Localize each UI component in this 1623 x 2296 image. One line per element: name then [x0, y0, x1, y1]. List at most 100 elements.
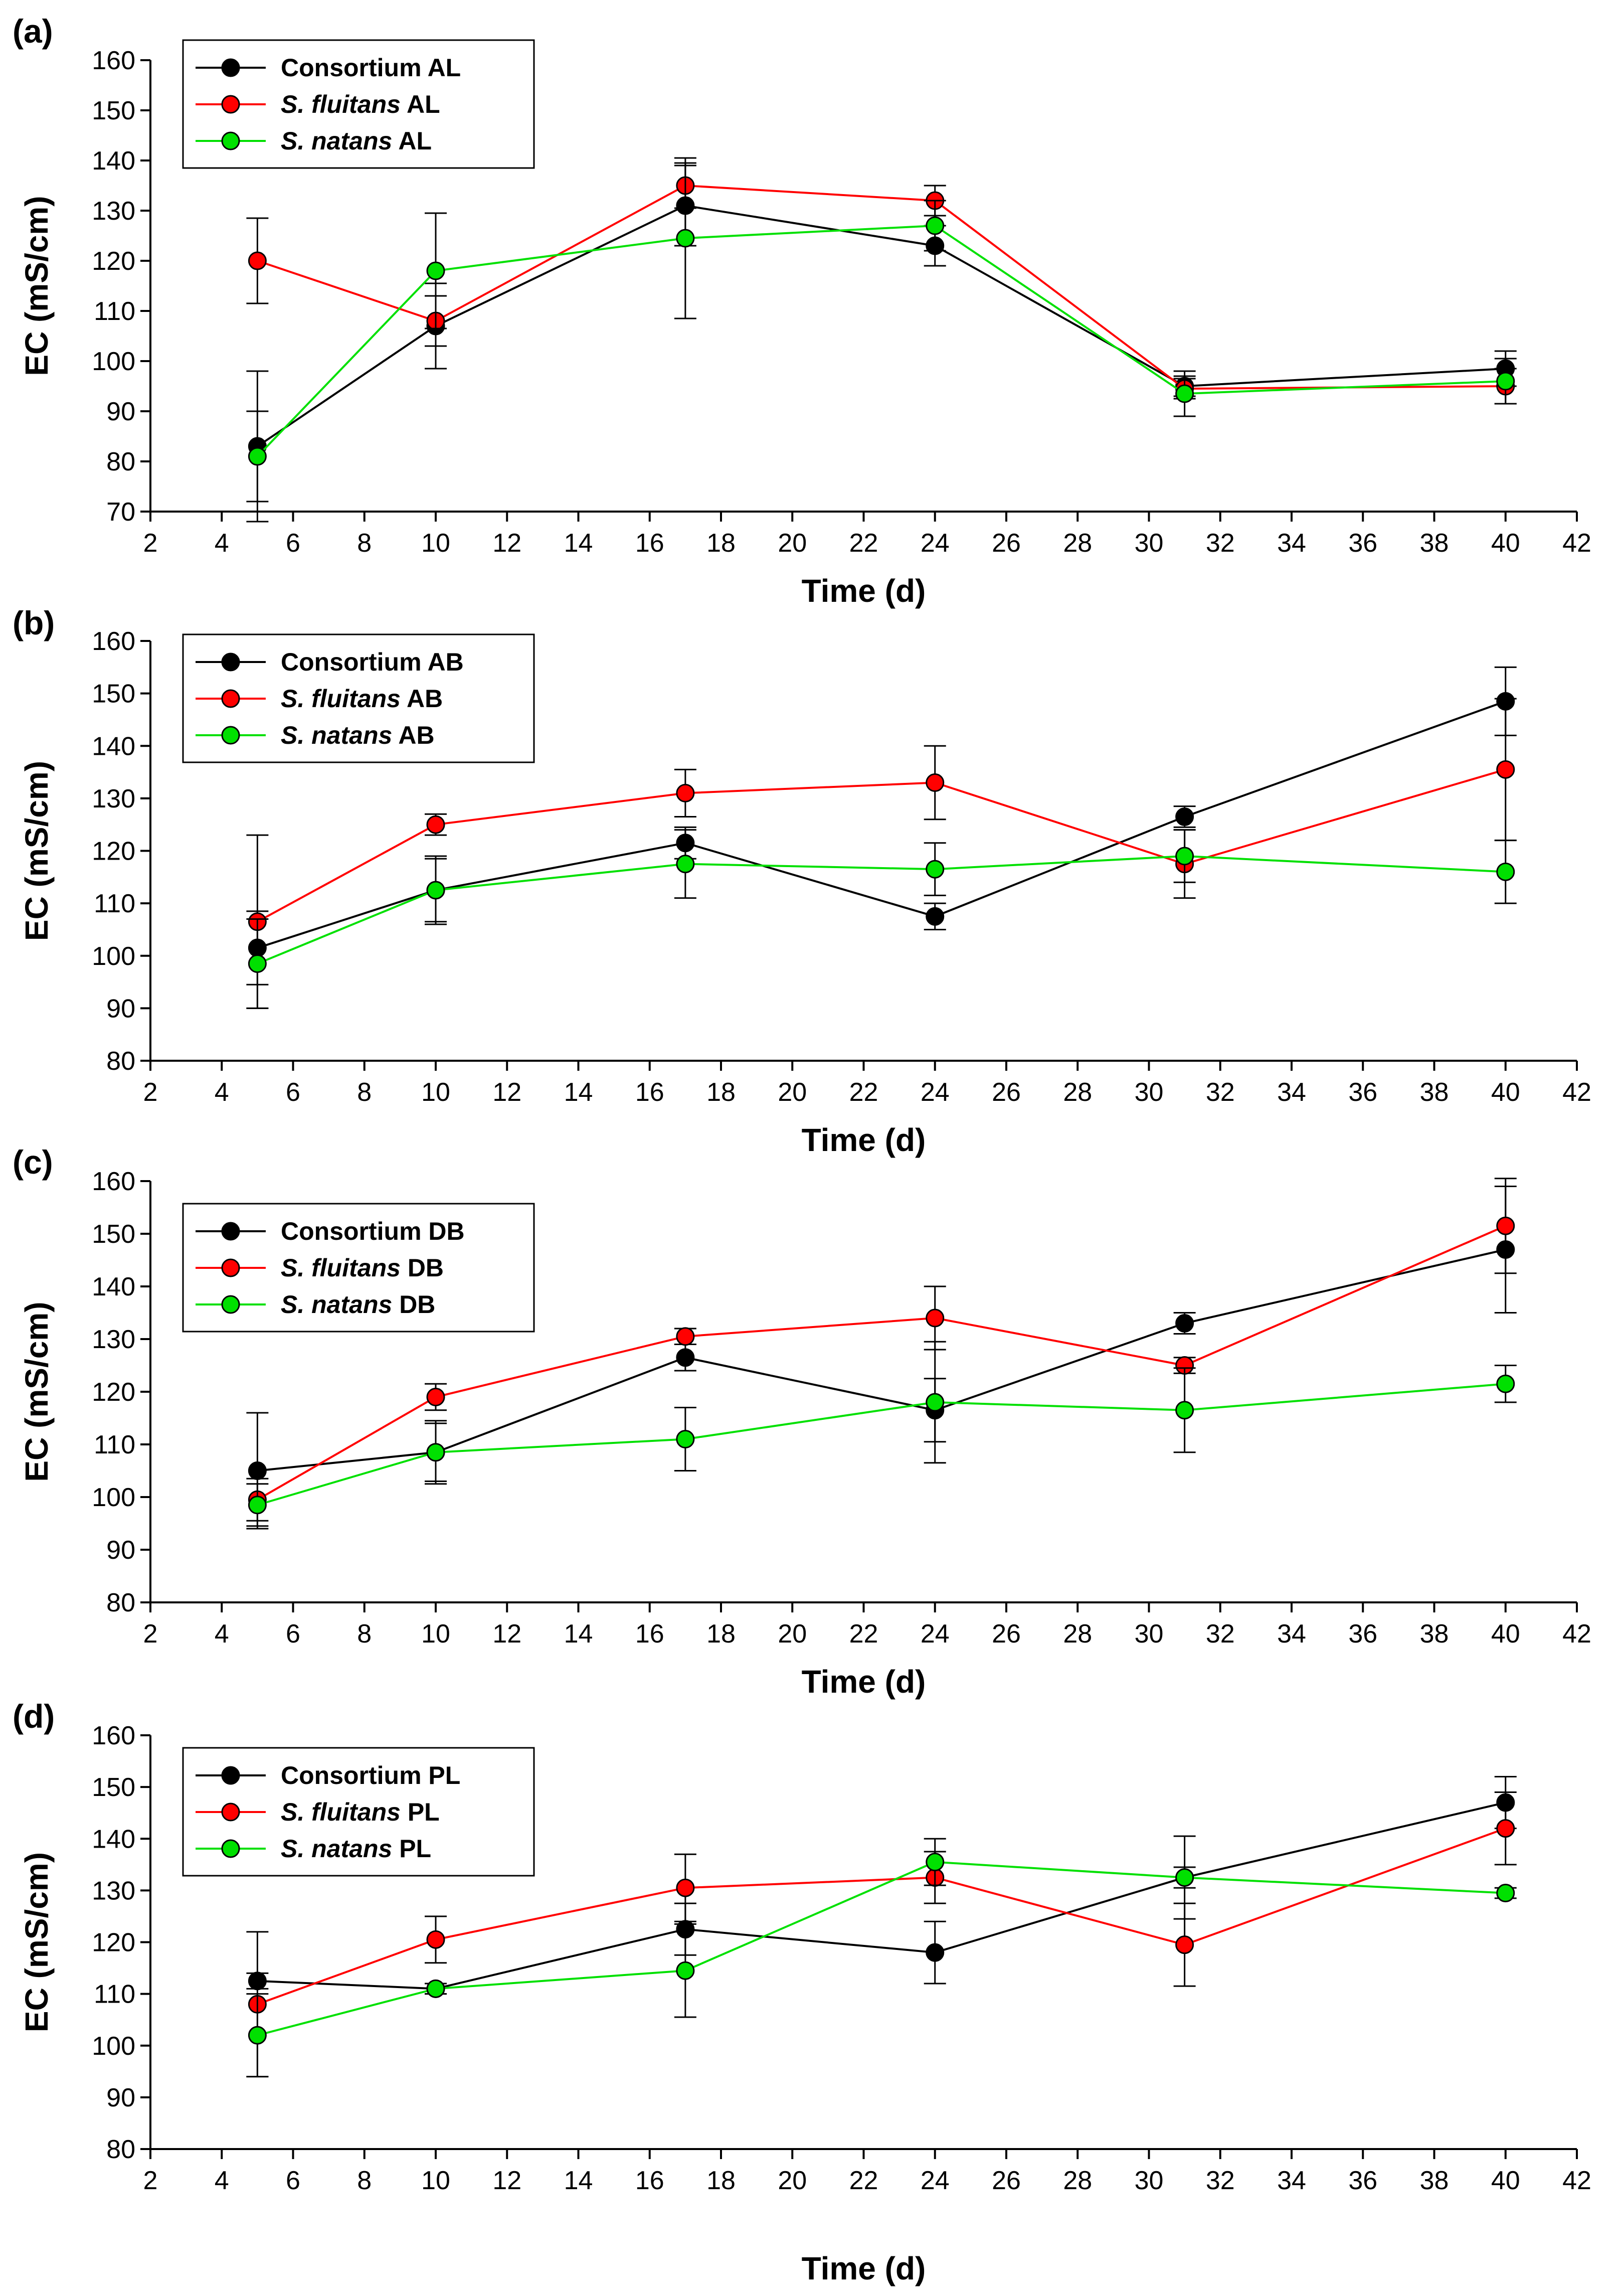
data-point [676, 855, 695, 874]
x-tick-label: 28 [1063, 2166, 1092, 2195]
legend-label-text: PL [401, 1798, 440, 1826]
data-point [248, 447, 267, 466]
x-tick-label: 38 [1420, 2166, 1449, 2195]
x-tick-label: 14 [564, 1619, 593, 1649]
x-tick-label: 4 [215, 2166, 229, 2195]
data-point [926, 1393, 945, 1412]
x-tick-label: 28 [1063, 1078, 1092, 1107]
y-tick-label: 150 [92, 1220, 135, 1249]
data-point [1496, 372, 1515, 391]
legend-label: S. natans AB [281, 721, 435, 749]
legend-label: Consortium DB [281, 1217, 465, 1245]
x-tick-label: 20 [778, 2166, 807, 2195]
data-point [676, 783, 695, 802]
legend-label: S. natans AL [281, 127, 432, 155]
x-tick-label: 14 [564, 529, 593, 558]
x-tick-label: 34 [1277, 1619, 1306, 1649]
x-axis-title: Time (d) [802, 1664, 926, 1700]
y-tick-label: 120 [92, 1378, 135, 1407]
x-tick-label: 4 [215, 1078, 229, 1107]
x-axis-title: Time (d) [802, 573, 926, 609]
x-tick-label: 20 [778, 1078, 807, 1107]
x-tick-label: 40 [1491, 529, 1520, 558]
x-tick-label: 18 [706, 1078, 736, 1107]
x-tick-label: 22 [849, 1078, 878, 1107]
x-tick-label: 30 [1135, 1619, 1164, 1649]
data-point [676, 229, 695, 248]
legend-label: S. fluitans DB [281, 1254, 444, 1282]
legend-label-text: DB [401, 1254, 444, 1282]
legend-label: Consortium PL [281, 1761, 460, 1789]
legend-marker [221, 58, 240, 77]
legend-label-text: AL [392, 127, 432, 155]
data-point [1175, 1868, 1194, 1887]
x-tick-label: 18 [706, 1619, 736, 1649]
data-point [1175, 1314, 1194, 1333]
y-tick-label: 80 [106, 1588, 135, 1617]
y-tick-label: 130 [92, 1325, 135, 1354]
y-tick-label: 80 [106, 2135, 135, 2164]
panel-label: (d) [13, 1698, 55, 1735]
y-tick-label: 100 [92, 2032, 135, 2061]
series-line [257, 768, 1506, 923]
data-point [426, 1443, 445, 1462]
x-tick-label: 22 [849, 529, 878, 558]
legend-marker [221, 1222, 240, 1241]
data-point [426, 1930, 445, 1949]
x-tick-label: 6 [286, 1078, 300, 1107]
data-point [426, 815, 445, 834]
x-tick-label: 42 [1562, 1619, 1591, 1649]
x-tick-label: 4 [215, 1619, 229, 1649]
legend-label-italic: S. fluitans [281, 1798, 401, 1826]
legend-label: S. fluitans PL [281, 1798, 440, 1826]
data-point [1175, 384, 1194, 403]
legend-marker [221, 1258, 240, 1277]
legend-label-italic: S. fluitans [281, 90, 401, 118]
x-tick-label: 10 [421, 2166, 450, 2195]
data-point [1175, 1401, 1194, 1420]
y-tick-label: 160 [92, 627, 135, 656]
legend-marker [221, 131, 240, 150]
x-tick-label: 8 [357, 1078, 372, 1107]
panel-label: (a) [13, 13, 53, 50]
x-tick-label: 2 [143, 1078, 158, 1107]
series-line [257, 700, 1506, 949]
x-tick-label: 12 [492, 2166, 521, 2195]
x-tick-label: 26 [992, 529, 1021, 558]
legend-label-text: Consortium AL [281, 54, 461, 82]
y-axis-title: EC (mS/cm) [19, 196, 55, 376]
data-point [926, 1943, 945, 1962]
legend-marker [221, 1766, 240, 1785]
y-tick-label: 160 [92, 1167, 135, 1196]
x-tick-label: 6 [286, 529, 300, 558]
legend-label: Consortium AB [281, 648, 464, 676]
legend-label-italic: S. fluitans [281, 1254, 401, 1282]
x-tick-label: 30 [1135, 529, 1164, 558]
legend-label-text: AL [401, 90, 440, 118]
series-2 [246, 1838, 1517, 2078]
series-line [257, 204, 1506, 447]
legend-label: S. fluitans AB [281, 685, 443, 713]
data-point [926, 907, 945, 926]
y-tick-label: 90 [106, 397, 135, 426]
x-tick-label: 42 [1562, 1078, 1591, 1107]
legend-marker [221, 1295, 240, 1314]
y-tick-label: 100 [92, 1483, 135, 1512]
legend-label-text: Consortium PL [281, 1761, 460, 1789]
x-tick-label: 14 [564, 1078, 593, 1107]
x-tick-label: 26 [992, 1619, 1021, 1649]
legend-label: S. natans DB [281, 1290, 435, 1319]
data-point [1496, 760, 1515, 779]
x-tick-label: 32 [1206, 1078, 1235, 1107]
y-tick-label: 80 [106, 447, 135, 476]
x-tick-label: 24 [921, 529, 950, 558]
x-tick-label: 16 [635, 1078, 664, 1107]
x-tick-label: 38 [1420, 1619, 1449, 1649]
y-tick-label: 90 [106, 994, 135, 1023]
x-tick-label: 12 [492, 1619, 521, 1649]
